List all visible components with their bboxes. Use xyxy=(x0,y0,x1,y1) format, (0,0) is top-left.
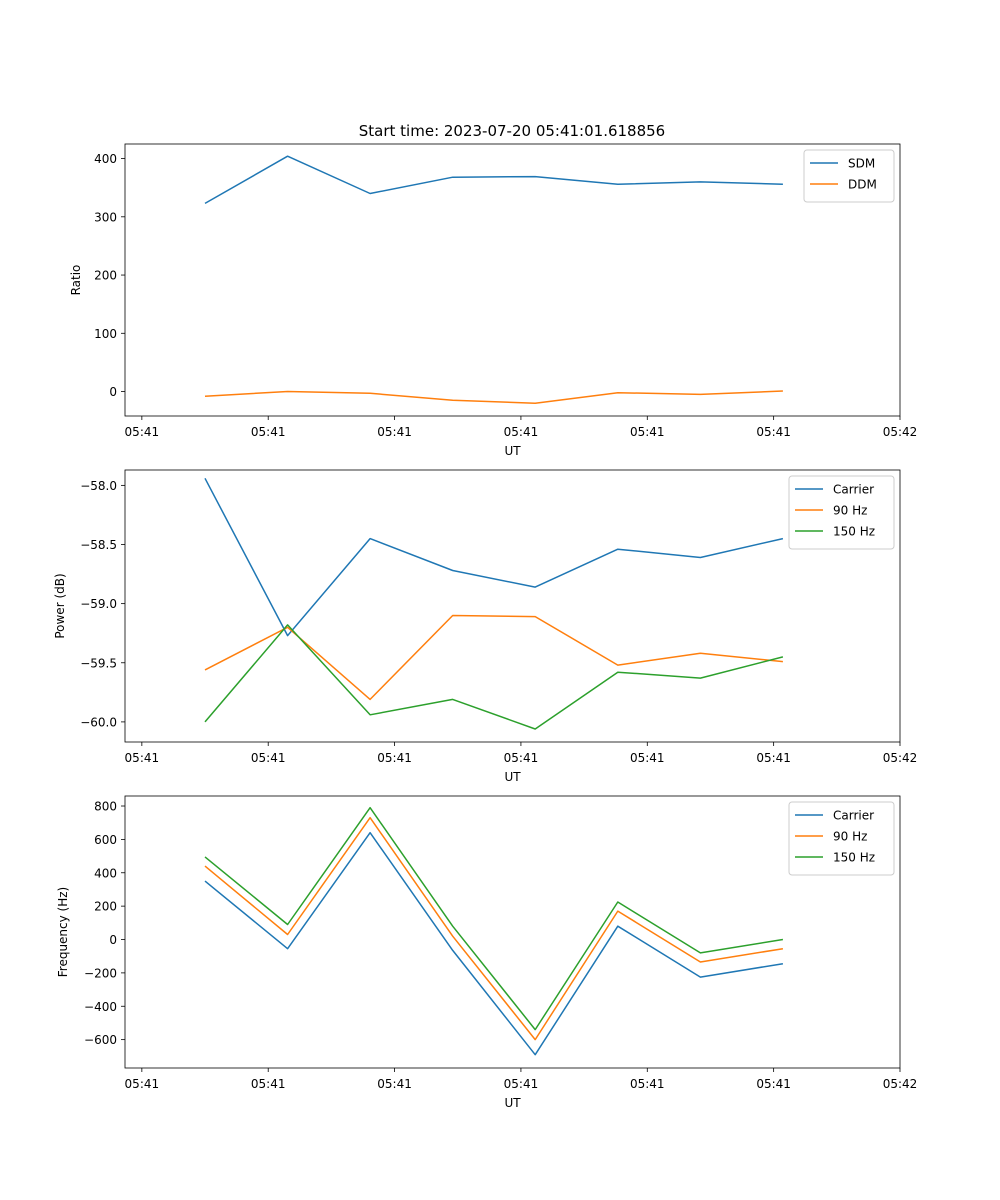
x-tick-label: 05:41 xyxy=(125,1077,160,1091)
legend-label: 90 Hz xyxy=(833,830,867,844)
y-tick-label: −600 xyxy=(84,1033,117,1047)
x-tick-label: 05:41 xyxy=(504,1077,539,1091)
y-tick-label: 400 xyxy=(94,866,117,880)
y-tick-label: 100 xyxy=(94,327,117,341)
x-tick-label: 05:41 xyxy=(504,425,539,439)
series-line-ddm xyxy=(204,390,783,404)
legend-label: DDM xyxy=(848,178,877,192)
x-tick-label: 05:41 xyxy=(630,425,665,439)
x-axis-label: UT xyxy=(504,1096,521,1110)
y-axis-label: Frequency (Hz) xyxy=(56,887,70,978)
x-tick-label: 05:41 xyxy=(125,425,160,439)
y-tick-label: 600 xyxy=(94,833,117,847)
x-tick-label: 05:41 xyxy=(504,751,539,765)
subplot-2: 05:41 05:41 05:41 05:41 05:41 05:41 05:42 UT −60… xyxy=(53,469,918,784)
chart-title: Start time: 2023-07-20 05:41:01.618856 xyxy=(359,122,665,140)
y-axis-label: Ratio xyxy=(69,265,83,296)
series-line-carrier xyxy=(204,477,784,637)
series-line-150-hz xyxy=(204,624,784,730)
axes-frame xyxy=(124,469,901,743)
legend-label: SDM xyxy=(848,157,875,171)
legend-label: 150 Hz xyxy=(833,851,875,865)
y-tick-label: −59.0 xyxy=(80,597,117,611)
legend-label: Carrier xyxy=(833,809,874,823)
y-tick-label: 800 xyxy=(94,800,117,814)
x-axis-label: UT xyxy=(504,444,521,458)
y-tick-label: −59.5 xyxy=(80,656,117,670)
y-tick-label: −58.0 xyxy=(80,479,117,493)
x-tick-label: 05:41 xyxy=(756,425,791,439)
legend: SDM DDM xyxy=(803,149,895,203)
y-tick-label: 400 xyxy=(94,152,117,166)
legend-label: 150 Hz xyxy=(833,525,875,539)
x-tick-label: 05:41 xyxy=(251,1077,286,1091)
y-tick-label: 200 xyxy=(94,269,117,283)
y-tick-label: 200 xyxy=(94,900,117,914)
subplot-1: 05:41 05:41 05:41 05:41 05:41 05:41 05:42 UT 0 10… xyxy=(69,143,918,458)
axes-frame xyxy=(124,143,901,417)
legend-label: 90 Hz xyxy=(833,504,867,518)
series-line-90-hz xyxy=(204,816,784,1041)
series-line-carrier xyxy=(204,831,784,1056)
subplot-3: 05:41 05:41 05:41 05:41 05:41 05:41 05:42 UT −60… xyxy=(56,795,918,1110)
x-tick-label: 05:41 xyxy=(377,425,412,439)
y-tick-label: 300 xyxy=(94,210,117,224)
legend: Carrier 90 Hz 150 Hz xyxy=(788,475,895,550)
x-tick-label: 05:41 xyxy=(251,751,286,765)
y-axis-label: Power (dB) xyxy=(53,573,67,638)
series-line-150-hz xyxy=(204,806,784,1031)
y-tick-label: 0 xyxy=(109,933,117,947)
y-tick-label: 0 xyxy=(109,385,117,399)
x-tick-label: 05:41 xyxy=(756,1077,791,1091)
x-tick-label: 05:41 xyxy=(756,751,791,765)
y-tick-label: −58.5 xyxy=(80,538,117,552)
x-tick-label: 05:41 xyxy=(251,425,286,439)
axes-frame xyxy=(124,795,901,1069)
x-tick-label: 05:42 xyxy=(883,1077,918,1091)
x-tick-label: 05:42 xyxy=(883,751,918,765)
y-tick-label: −400 xyxy=(84,1000,117,1014)
x-tick-label: 05:41 xyxy=(377,1077,412,1091)
x-tick-label: 05:42 xyxy=(883,425,918,439)
series-line-90-hz xyxy=(204,614,783,701)
x-axis-label: UT xyxy=(504,770,521,784)
x-tick-label: 05:41 xyxy=(630,1077,665,1091)
legend: Carrier 90 Hz 150 Hz xyxy=(788,801,895,876)
y-tick-label: −60.0 xyxy=(80,715,117,729)
x-tick-label: 05:41 xyxy=(377,751,412,765)
x-tick-label: 05:41 xyxy=(125,751,160,765)
series-line-sdm xyxy=(204,155,783,205)
y-tick-label: −200 xyxy=(84,966,117,980)
subplots: 05:41 05:41 05:41 05:41 05:41 05:41 05:42 UT 0 10… xyxy=(53,143,918,1110)
x-tick-label: 05:41 xyxy=(630,751,665,765)
legend-label: Carrier xyxy=(833,483,874,497)
